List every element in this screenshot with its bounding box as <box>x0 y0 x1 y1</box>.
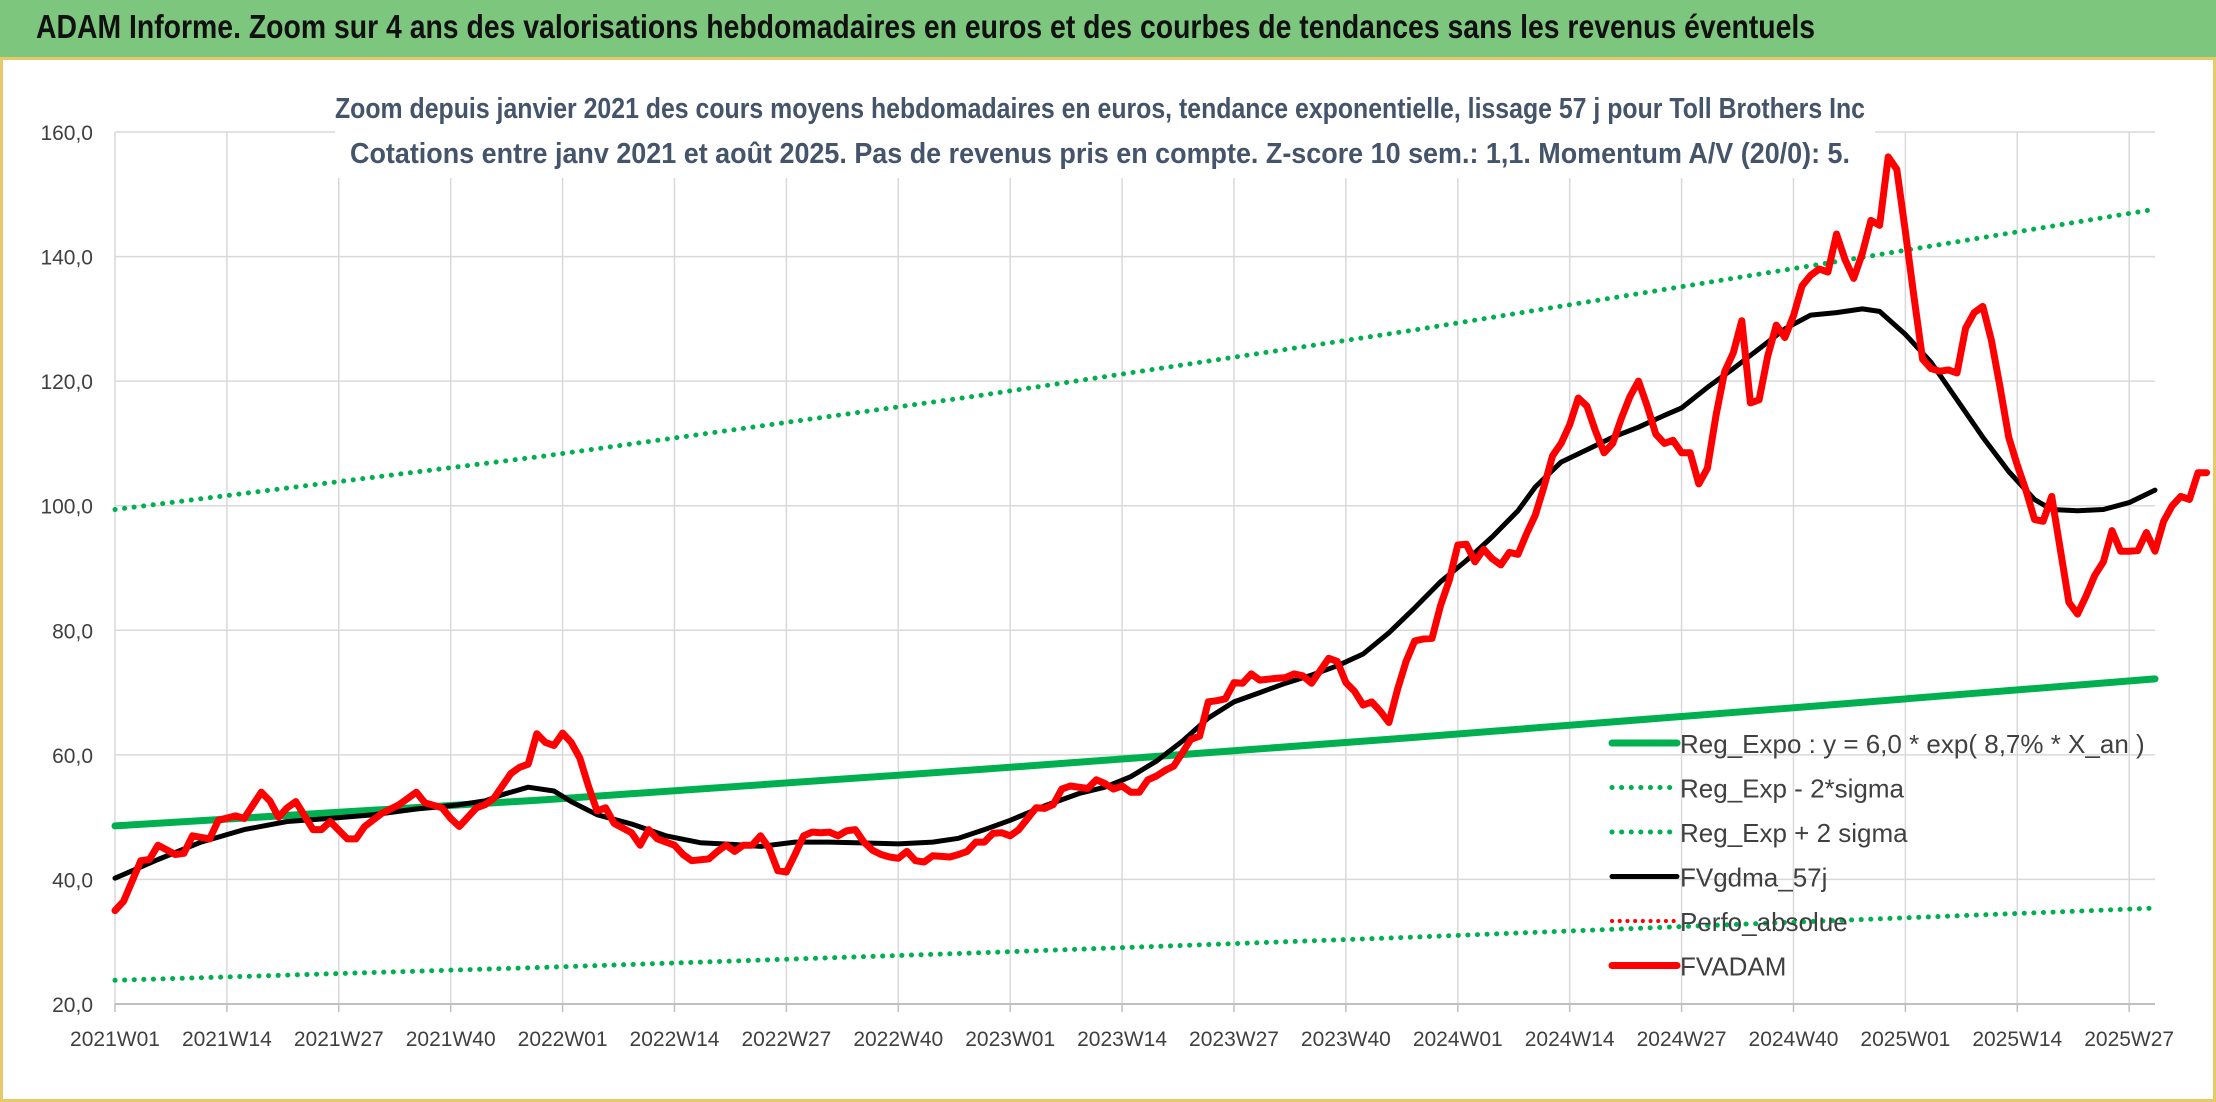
x-tick-label: 2021W14 <box>182 1028 272 1051</box>
y-tick-label: 160,0 <box>40 122 93 145</box>
y-tick-label: 80,0 <box>52 620 93 643</box>
chart-series <box>111 153 2211 983</box>
chart-frame <box>0 60 2216 1102</box>
x-axis-ticks: 2021W01 2021W14 2021W27 2021W40 2022W01 2022W… <box>70 1028 2174 1051</box>
x-tick-label: 2023W01 <box>965 1028 1055 1051</box>
y-tick-label: 120,0 <box>40 371 93 394</box>
chart-title: Zoom depuis janvier 2021 des cours moyen… <box>335 93 1865 125</box>
y-tick-label: 20,0 <box>52 994 93 1017</box>
series-line-1 <box>112 905 2158 983</box>
x-tick-label: 2025W27 <box>2084 1028 2174 1051</box>
chart-subtitle: Cotations entre janv 2021 et août 2025. … <box>350 138 1850 170</box>
legend-label: Reg_Exp + 2 sigma <box>1680 818 1908 848</box>
x-tick-label: 2023W27 <box>1189 1028 1279 1051</box>
x-tick-label: 2022W27 <box>741 1028 831 1051</box>
chart-legend: Reg_Expo : y = 6,0 * exp( 8,7% * X_an ) R… <box>1608 729 2145 982</box>
y-tick-label: 40,0 <box>52 869 93 892</box>
legend-label: Perfo_absolue <box>1680 907 1848 937</box>
series-line-5 <box>111 153 2211 915</box>
x-tick-label: 2023W14 <box>1077 1028 1167 1051</box>
legend-label: FVADAM <box>1680 952 1786 982</box>
x-tick-label: 2024W14 <box>1525 1028 1615 1051</box>
chart-grid <box>114 131 2155 1012</box>
report-banner: ADAM Informe. Zoom sur 4 ans des valoris… <box>0 0 2216 60</box>
x-tick-label: 2024W40 <box>1749 1028 1839 1051</box>
series-line-3 <box>112 306 2158 881</box>
x-tick-label: 2025W14 <box>1972 1028 2062 1051</box>
report-banner-title: ADAM Informe. Zoom sur 4 ans des valoris… <box>36 8 1816 45</box>
y-tick-label: 60,0 <box>52 745 93 768</box>
chart-title-backdrop <box>335 82 1875 178</box>
x-tick-label: 2022W40 <box>853 1028 943 1051</box>
series-line-2 <box>112 206 2158 512</box>
x-tick-label: 2024W27 <box>1637 1028 1727 1051</box>
x-tick-label: 2022W01 <box>518 1028 608 1051</box>
y-tick-label: 100,0 <box>40 496 93 519</box>
x-tick-label: 2022W14 <box>630 1028 720 1051</box>
x-tick-label: 2021W27 <box>294 1028 384 1051</box>
x-tick-label: 2025W01 <box>1860 1028 1950 1051</box>
y-axis-ticks: 20,0 40,0 60,0 80,0 100,0 120,0 140,0 160,0 <box>40 122 93 1017</box>
x-tick-label: 2024W01 <box>1413 1028 1503 1051</box>
x-tick-label: 2021W01 <box>70 1028 160 1051</box>
x-tick-label: 2021W40 <box>406 1028 496 1051</box>
legend-label: Reg_Exp - 2*sigma <box>1680 774 1905 804</box>
legend-label: Reg_Expo : y = 6,0 * exp( 8,7% * X_an ) <box>1680 729 2145 759</box>
y-tick-label: 140,0 <box>40 247 93 270</box>
legend-label: FVgdma_57j <box>1680 863 1827 893</box>
x-tick-label: 2023W40 <box>1301 1028 1391 1051</box>
